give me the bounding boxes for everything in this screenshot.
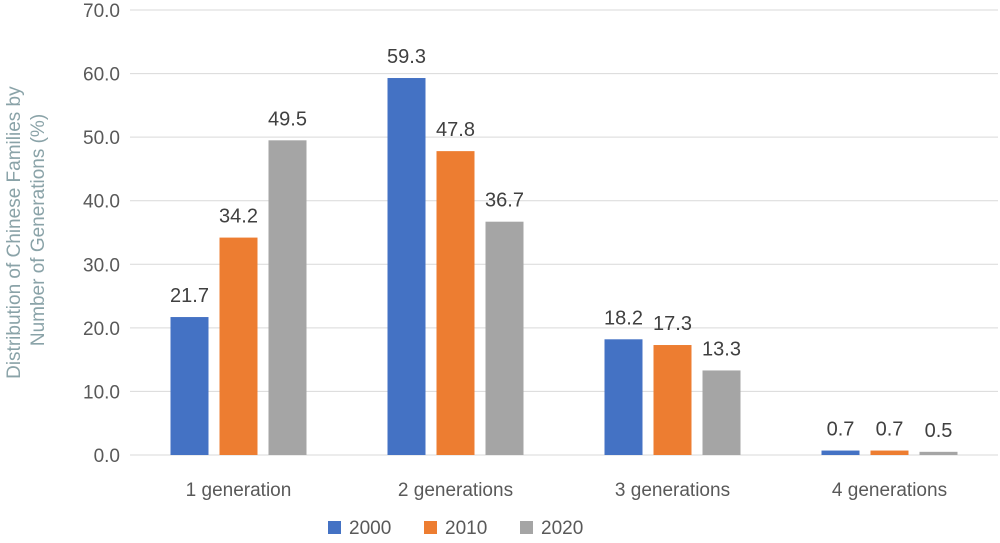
y-tick-label: 40.0 xyxy=(83,192,120,213)
y-axis-title-line-1: Distribution of Chinese Families by xyxy=(4,86,25,379)
y-tick-label: 10.0 xyxy=(83,382,120,403)
data-labels: 21.7 34.2 49.5 59.3 47.8 36.7 18.2 17.3 13.3 0.7 0… xyxy=(170,46,952,442)
legend-swatch-2010 xyxy=(424,521,437,534)
bar-2010-0 xyxy=(219,237,258,455)
y-tick-label: 0.0 xyxy=(94,446,120,467)
bar-2000-0 xyxy=(170,317,209,455)
y-axis-title: Distribution of Chinese Families by Numb… xyxy=(4,81,49,379)
legend: 2000 2010 2020 xyxy=(328,518,583,539)
data-label: 0.7 xyxy=(876,419,904,441)
legend-label: 2020 xyxy=(541,518,583,539)
legend-label: 2010 xyxy=(445,518,487,539)
bar-2000-1 xyxy=(387,78,426,456)
data-label: 21.7 xyxy=(170,285,209,307)
x-category-label: 4 generations xyxy=(832,480,947,501)
data-label: 17.3 xyxy=(653,313,692,335)
data-label: 13.3 xyxy=(702,338,741,360)
data-label: 34.2 xyxy=(219,206,258,228)
y-tick-label: 50.0 xyxy=(83,128,120,149)
x-axis-categories: 1 generation 2 generations 3 generations 4 … xyxy=(186,480,947,501)
gridlines xyxy=(130,9,998,456)
bar-2020-1 xyxy=(485,221,524,455)
bar-2020-3 xyxy=(919,451,958,455)
y-tick-label: 30.0 xyxy=(83,255,120,276)
bar-2010-3 xyxy=(870,450,909,455)
bars xyxy=(170,78,958,456)
bar-2000-3 xyxy=(821,450,860,455)
x-category-label: 1 generation xyxy=(186,480,292,501)
x-category-label: 2 generations xyxy=(398,480,513,501)
bar-2010-2 xyxy=(653,345,692,455)
data-label: 18.2 xyxy=(604,307,643,329)
bar-2000-2 xyxy=(604,339,643,455)
y-axis-title-line-2: Number of Generations (%) xyxy=(28,114,49,346)
legend-label: 2000 xyxy=(349,518,391,539)
data-label: 59.3 xyxy=(387,46,426,68)
y-tick-label: 70.0 xyxy=(83,1,120,22)
bar-2010-1 xyxy=(436,151,475,455)
legend-swatch-2000 xyxy=(328,521,341,534)
data-label: 0.7 xyxy=(827,419,855,441)
legend-swatch-2020 xyxy=(520,521,533,534)
data-label: 36.7 xyxy=(485,190,524,212)
x-category-label: 3 generations xyxy=(615,480,730,501)
y-tick-label: 20.0 xyxy=(83,319,120,340)
bar-2020-0 xyxy=(268,140,307,456)
y-axis-ticks: 0.0 10.0 20.0 30.0 40.0 50.0 60.0 70.0 xyxy=(83,1,120,467)
y-tick-label: 60.0 xyxy=(83,65,120,86)
bar-2020-2 xyxy=(702,370,741,455)
data-label: 0.5 xyxy=(925,420,953,442)
data-label: 47.8 xyxy=(436,119,475,141)
data-label: 49.5 xyxy=(268,108,307,130)
